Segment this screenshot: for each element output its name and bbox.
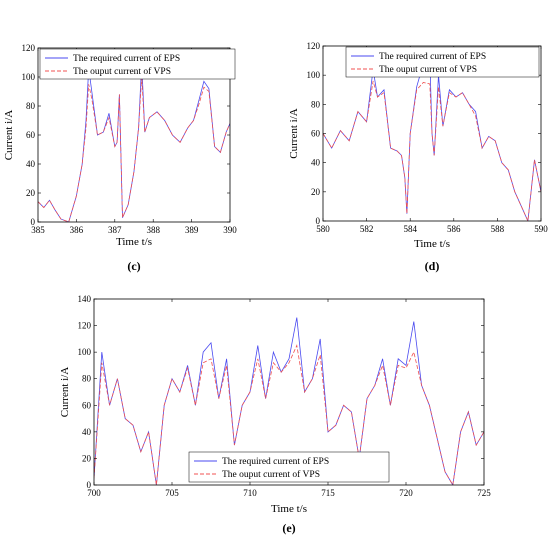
legend-entry: The required current of EPS bbox=[379, 51, 486, 62]
x-tick-label: 588 bbox=[491, 224, 505, 234]
x-axis-label: Time t/s bbox=[271, 503, 307, 515]
y-tick-label: 0 bbox=[316, 216, 321, 226]
series-line-output-current bbox=[38, 76, 230, 222]
x-tick-label: 710 bbox=[243, 488, 257, 498]
panel-label: (d) bbox=[425, 259, 440, 273]
y-tick-label: 40 bbox=[311, 158, 321, 168]
x-tick-label: 590 bbox=[534, 224, 548, 234]
panel-label: (e) bbox=[282, 521, 295, 535]
legend-entry: The required current of EPS bbox=[222, 456, 329, 467]
series-line-required-current bbox=[38, 62, 230, 222]
y-tick-label: 120 bbox=[307, 41, 321, 51]
legend-entry: The required current of EPS bbox=[73, 53, 180, 64]
x-tick-label: 582 bbox=[360, 224, 374, 234]
legend-entry: The ouput current of VPS bbox=[222, 469, 320, 480]
x-tick-label: 385 bbox=[31, 225, 45, 235]
y-tick-label: 20 bbox=[82, 453, 92, 463]
y-axis-label: Current i/A bbox=[288, 108, 300, 158]
y-tick-label: 120 bbox=[22, 43, 36, 53]
series-line-required-current bbox=[323, 56, 541, 221]
y-tick-label: 20 bbox=[26, 188, 36, 198]
y-tick-label: 60 bbox=[82, 400, 92, 410]
y-tick-label: 120 bbox=[78, 321, 92, 331]
y-tick-label: 100 bbox=[78, 347, 92, 357]
y-axis-label: Current i/A bbox=[59, 367, 71, 417]
legend-entry: The ouput current of VPS bbox=[73, 66, 171, 77]
legend: The required current of EPS The ouput cur… bbox=[345, 46, 540, 78]
x-axis-label: Time t/s bbox=[116, 236, 152, 248]
x-tick-label: 705 bbox=[165, 488, 179, 498]
y-tick-label: 20 bbox=[311, 187, 321, 197]
x-tick-label: 584 bbox=[403, 224, 417, 234]
x-tick-label: 388 bbox=[146, 225, 160, 235]
plot-frame bbox=[93, 298, 485, 486]
x-tick-label: 580 bbox=[316, 224, 330, 234]
chart-panel-2: 700 705 710 715 720 725 0 20 40 60 80 100 120 140 Time… bbox=[59, 294, 491, 535]
y-tick-label: 0 bbox=[31, 217, 36, 227]
y-tick-label: 0 bbox=[87, 480, 92, 490]
y-tick-label: 60 bbox=[26, 130, 36, 140]
y-tick-label: 80 bbox=[311, 99, 321, 109]
legend-entry: The ouput current of VPS bbox=[379, 64, 477, 75]
y-tick-label: 60 bbox=[311, 129, 321, 139]
x-tick-label: 387 bbox=[108, 225, 122, 235]
x-tick-label: 720 bbox=[399, 488, 413, 498]
y-tick-label: 100 bbox=[307, 70, 321, 80]
x-axis-label: Time t/s bbox=[414, 238, 450, 250]
y-tick-label: 40 bbox=[26, 159, 36, 169]
series-line-output-current bbox=[94, 344, 484, 485]
chart-panel-0: 385 386 387 388 389 390 0 20 40 60 80 100 120 Time t/… bbox=[3, 43, 237, 273]
y-tick-label: 140 bbox=[78, 294, 92, 304]
legend: The required current of EPS The ouput cur… bbox=[188, 451, 390, 483]
x-tick-label: 715 bbox=[321, 488, 335, 498]
y-tick-label: 80 bbox=[82, 374, 92, 384]
x-tick-label: 586 bbox=[447, 224, 461, 234]
x-tick-label: 725 bbox=[477, 488, 491, 498]
y-tick-label: 40 bbox=[82, 427, 92, 437]
chart-panel-1: 580 582 584 586 588 590 0 20 40 60 80 100 120 Time t/… bbox=[288, 41, 548, 273]
legend-box bbox=[345, 46, 540, 78]
series-line-output-current bbox=[323, 80, 541, 221]
x-tick-label: 390 bbox=[223, 225, 237, 235]
legend: The required current of EPS The ouput cur… bbox=[39, 48, 236, 80]
legend-box bbox=[188, 451, 390, 483]
x-tick-label: 389 bbox=[185, 225, 199, 235]
y-tick-label: 80 bbox=[26, 101, 36, 111]
legend-box bbox=[39, 48, 236, 80]
x-tick-label: 386 bbox=[70, 225, 84, 235]
panel-label: (c) bbox=[127, 259, 140, 273]
y-tick-label: 100 bbox=[22, 72, 36, 82]
x-tick-label: 700 bbox=[87, 488, 101, 498]
y-axis-label: Current i/A bbox=[3, 110, 15, 160]
